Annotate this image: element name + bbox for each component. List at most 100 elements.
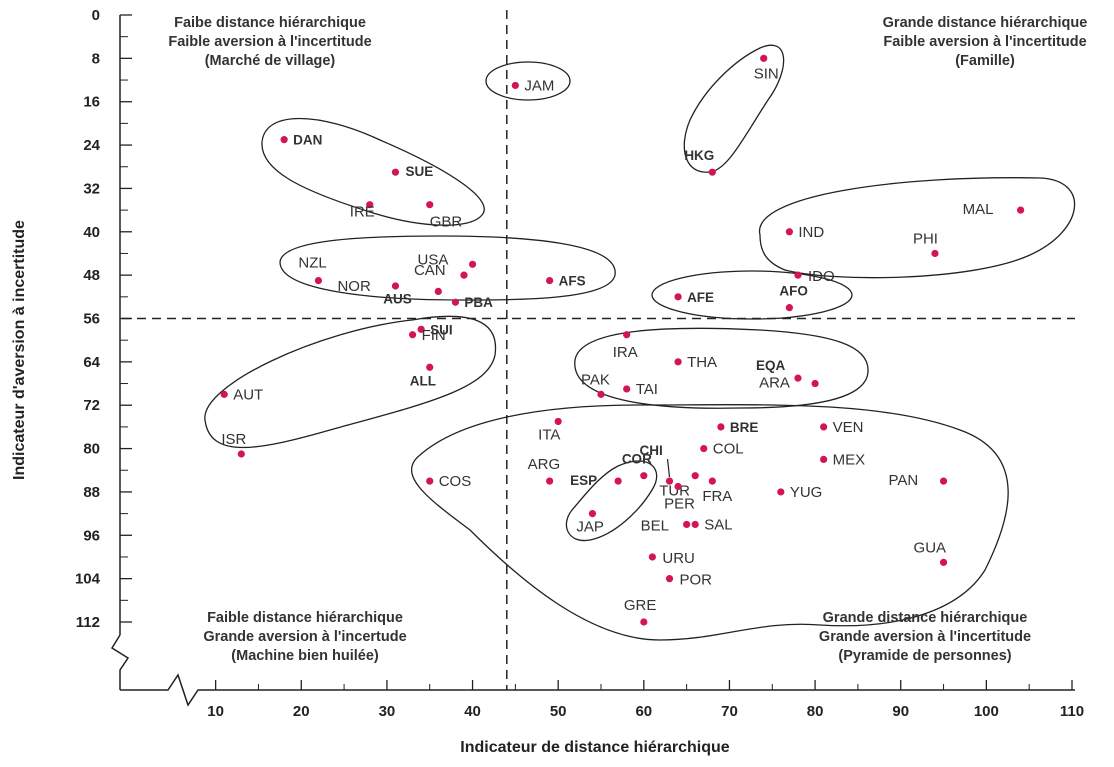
cluster-asia-east bbox=[759, 177, 1076, 279]
point-sui bbox=[417, 325, 425, 333]
cluster-japan bbox=[565, 460, 658, 542]
quadrant-top-right: Grande distance hiérarchique Faible aver… bbox=[883, 15, 1088, 69]
quadrant-bottom-left-line1: Faible distance hiérarchique bbox=[207, 610, 403, 626]
x-tick-label-10: 10 bbox=[207, 703, 224, 720]
point-label-sui: SUI bbox=[430, 322, 453, 337]
point-label-arg: ARG bbox=[528, 456, 561, 473]
point-ven bbox=[820, 423, 828, 431]
quadrant-top-left-line1: Faibe distance hiérarchique bbox=[174, 15, 366, 31]
point-cos bbox=[426, 477, 434, 485]
y-tick-label-24: 24 bbox=[83, 137, 100, 154]
y-tick-label-104: 104 bbox=[75, 571, 101, 588]
point-label-afs: AFS bbox=[559, 274, 586, 289]
y-tick-label-56: 56 bbox=[83, 311, 100, 328]
point-aut bbox=[220, 390, 228, 398]
point-label-all: ALL bbox=[410, 373, 436, 388]
point-aus bbox=[434, 287, 442, 296]
point-label-fra: FRA bbox=[702, 488, 732, 505]
point-col bbox=[700, 444, 708, 453]
point-label-pan: PAN bbox=[889, 472, 919, 489]
point-eqa bbox=[794, 374, 802, 382]
point-label-per: PER bbox=[664, 496, 695, 513]
x-tick-label-100: 100 bbox=[974, 703, 999, 720]
point-label-ara: ARA bbox=[759, 375, 790, 392]
quadrant-top-right-line2: Faible aversion à l'incertitude bbox=[883, 34, 1086, 50]
point-label-ind: IND bbox=[798, 224, 824, 241]
point-esp bbox=[614, 477, 622, 485]
quadrant-bottom-right: Grande distance hiérarchique Grande aver… bbox=[819, 610, 1031, 664]
point-label-bel: BEL bbox=[641, 517, 669, 534]
point-label-usa: USA bbox=[418, 251, 449, 268]
point-label-aut: AUT bbox=[233, 386, 263, 403]
point-can bbox=[460, 271, 468, 279]
quadrant-top-right-line1: Grande distance hiérarchique bbox=[883, 15, 1088, 31]
point-mal bbox=[1017, 206, 1025, 214]
y-tick-label-16: 16 bbox=[83, 94, 100, 111]
point-label-tur: TUR bbox=[659, 483, 690, 500]
y-tick-label-48: 48 bbox=[83, 267, 100, 284]
chi-connector bbox=[666, 459, 671, 478]
point-label-por: POR bbox=[680, 572, 713, 589]
point-label-hkg: HKG bbox=[684, 148, 714, 163]
point-jap bbox=[588, 510, 597, 518]
point-tha bbox=[674, 358, 682, 366]
point-tur bbox=[691, 472, 699, 480]
y-tick-label-88: 88 bbox=[83, 484, 100, 501]
point-label-gbr: GBR bbox=[430, 214, 463, 231]
point-usa bbox=[468, 260, 477, 268]
point-phi bbox=[931, 249, 939, 258]
point-label-tha: THA bbox=[687, 354, 717, 371]
point-label-jam: JAM bbox=[524, 77, 554, 94]
point-gbr bbox=[426, 201, 434, 209]
y-tick-label-64: 64 bbox=[83, 354, 100, 371]
point-sue bbox=[391, 168, 400, 176]
point-jam bbox=[511, 81, 519, 90]
x-tick-label-50: 50 bbox=[550, 703, 567, 720]
quadrant-bottom-left-line2: Grande aversion à l'incertude bbox=[203, 629, 406, 645]
point-label-pba: PBA bbox=[464, 295, 493, 310]
point-afo bbox=[785, 304, 794, 312]
quadrant-top-left: Faibe distance hiérarchique Faible avers… bbox=[168, 15, 371, 69]
point-afs bbox=[546, 276, 554, 285]
quadrant-bottom-left: Faible distance hiérarchique Grande aver… bbox=[203, 610, 406, 664]
point-sin bbox=[760, 54, 768, 62]
point-label-col: COL bbox=[713, 441, 744, 458]
point-label-ido: IDO bbox=[808, 268, 835, 285]
point-arg bbox=[546, 477, 554, 485]
point-label-aus: AUS bbox=[383, 291, 412, 306]
point-label-phi: PHI bbox=[913, 230, 938, 247]
point-label-fin: FIN bbox=[422, 327, 446, 344]
data-points: JAM SIN DAN HKG SUE IRE GBR MAL IND PHI USA NZL IDO C… bbox=[220, 54, 1025, 626]
x-ticks: 10 20 30 40 50 60 70 80 90 100 110 bbox=[207, 680, 1084, 720]
point-sal bbox=[691, 520, 699, 529]
point-pba bbox=[451, 298, 460, 306]
point-label-sal: SAL bbox=[704, 516, 732, 533]
x-axis-line bbox=[120, 673, 1075, 707]
y-tick-label-40: 40 bbox=[83, 224, 100, 241]
point-ara bbox=[811, 379, 819, 388]
point-label-nzl: NZL bbox=[298, 255, 326, 272]
cluster-anglo bbox=[279, 235, 616, 301]
point-yug bbox=[777, 488, 785, 496]
quadrant-bottom-right-line3: (Pyramide de personnes) bbox=[838, 648, 1011, 664]
y-axis-break bbox=[110, 634, 130, 690]
x-axis: 10 20 30 40 50 60 70 80 90 100 110 bbox=[120, 673, 1084, 720]
y-ticks: 0 8 16 24 32 40 48 56 64 72 80 88 96 104 112 bbox=[75, 7, 132, 631]
point-nzl bbox=[314, 276, 322, 285]
point-ira bbox=[623, 331, 631, 339]
point-ire bbox=[366, 201, 374, 209]
point-label-ira: IRA bbox=[613, 344, 638, 361]
point-nor bbox=[391, 282, 400, 290]
y-axis-title: Indicateur d'aversion à incertitude bbox=[11, 220, 28, 480]
point-gua bbox=[939, 558, 948, 566]
x-tick-label-70: 70 bbox=[721, 703, 738, 720]
point-label-can: CAN bbox=[414, 262, 446, 279]
point-label-cor: COR bbox=[622, 452, 652, 467]
point-label-yug: YUG bbox=[790, 484, 823, 501]
y-tick-label-8: 8 bbox=[92, 50, 100, 67]
point-label-gua: GUA bbox=[914, 539, 947, 556]
point-por bbox=[665, 575, 674, 583]
point-per bbox=[674, 482, 682, 491]
x-tick-label-80: 80 bbox=[807, 703, 824, 720]
point-bel bbox=[683, 520, 691, 529]
